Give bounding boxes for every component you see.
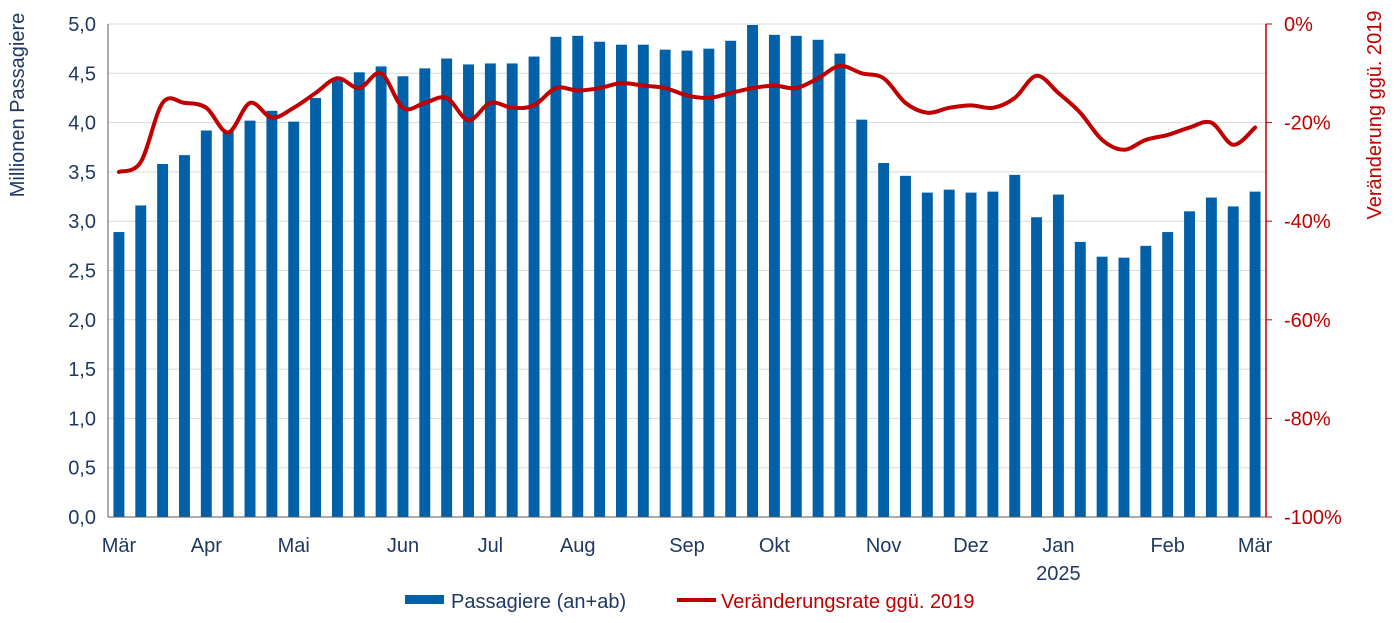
left-tick-label: 5,0: [68, 14, 96, 36]
x-axis-ticks: Mär Apr Mai Jun Jul Aug Sep Okt Nov Dez Jan Feb Mär 2…: [102, 535, 1273, 585]
bar: [441, 58, 453, 517]
bar: [1031, 217, 1043, 518]
legend-bar-swatch: [405, 595, 444, 604]
x-tick-label: Mai: [278, 535, 310, 557]
left-tick-label: 3,0: [68, 211, 96, 233]
left-tick-label: 0,5: [68, 458, 96, 480]
bar: [244, 120, 256, 518]
left-axis-ticks: 0,0 0,5 1,0 1,5 2,0 2,5 3,0 3,5 4,0 4,5 5,0: [68, 14, 96, 529]
bar: [375, 66, 387, 517]
left-tick-label: 2,0: [68, 310, 96, 332]
x-tick-label: Mär: [102, 535, 137, 557]
bar: [463, 64, 474, 518]
bar: [179, 155, 190, 517]
bar: [528, 56, 540, 518]
bar: [747, 24, 759, 518]
line-series: [116, 63, 1258, 174]
x-tick-label: Sep: [669, 535, 705, 557]
bar: [1184, 211, 1195, 517]
x-tick-label: Aug: [560, 535, 596, 557]
bar: [921, 192, 933, 517]
bar: [1118, 257, 1130, 517]
bar: [506, 63, 518, 517]
x-tick-label: Jul: [478, 535, 504, 557]
right-tick-label: -20%: [1284, 113, 1331, 135]
x-tick-label: Mär: [1238, 535, 1273, 557]
bar: [266, 110, 278, 517]
bar: [965, 192, 977, 517]
bar: [703, 48, 715, 518]
bar: [157, 164, 169, 517]
bar: [812, 39, 824, 517]
bar: [353, 72, 365, 518]
bar: [987, 191, 999, 517]
x-tick-label: Okt: [759, 535, 791, 557]
bar: [572, 35, 584, 517]
left-tick-label: 4,5: [68, 63, 96, 85]
right-tick-label: -80%: [1284, 408, 1331, 430]
left-tick-label: 1,5: [68, 359, 96, 381]
bar: [659, 49, 671, 518]
legend: Passagiere (an+ab) Veränderungsrate ggü.…: [405, 591, 975, 613]
line-path: [116, 63, 1258, 174]
bar-series: [113, 24, 1261, 518]
bar: [1249, 191, 1261, 517]
x-tick-label: Feb: [1150, 535, 1184, 557]
bar: [200, 130, 212, 517]
bar: [856, 119, 868, 517]
x-tick-label: Jun: [387, 535, 419, 557]
right-axis-ticks: -100% -80% -60% -40% -20% 0%: [1266, 14, 1342, 529]
bar: [1227, 206, 1239, 517]
bar: [943, 189, 955, 517]
left-tick-label: 2,5: [68, 261, 96, 283]
left-tick-label: 4,0: [68, 113, 96, 135]
x-year-label: 2025: [1036, 563, 1081, 585]
x-tick-label: Apr: [191, 535, 222, 557]
bar: [1074, 241, 1086, 517]
bar: [1009, 174, 1021, 517]
bar: [1162, 232, 1174, 517]
bar: [310, 97, 322, 517]
left-axis-title: Millionen Passagiere: [7, 13, 29, 198]
bar: [550, 36, 562, 518]
right-tick-label: -100%: [1284, 507, 1342, 529]
right-tick-label: -40%: [1284, 211, 1331, 233]
bar: [834, 53, 846, 518]
left-tick-label: 3,5: [68, 162, 96, 184]
bar: [1140, 245, 1152, 517]
x-tick-label: Dez: [953, 535, 989, 557]
bar: [1096, 256, 1108, 517]
bar: [113, 232, 125, 517]
legend-line-label: Veränderungsrate ggü. 2019: [721, 591, 975, 613]
bar: [681, 50, 693, 517]
left-tick-label: 0,0: [68, 507, 96, 529]
bar: [615, 44, 627, 518]
bar: [288, 121, 300, 517]
bar: [768, 34, 780, 517]
bar: [419, 68, 431, 518]
bar: [1052, 194, 1064, 517]
legend-bar-label: Passagiere (an+ab): [451, 591, 626, 613]
bar: [222, 131, 234, 517]
right-axis-title: Veränderung ggü. 2019: [1364, 10, 1386, 219]
bar: [135, 205, 147, 517]
bar: [397, 76, 409, 518]
bar: [790, 35, 802, 517]
bar: [331, 80, 343, 518]
right-tick-label: 0%: [1284, 14, 1313, 36]
left-tick-label: 1,0: [68, 408, 96, 430]
bar: [900, 175, 911, 517]
axes: [107, 24, 1267, 518]
bar: [1205, 197, 1217, 517]
bar: [725, 40, 737, 518]
x-tick-label: Jan: [1042, 535, 1074, 557]
bar: [637, 44, 649, 518]
x-tick-label: Nov: [866, 535, 902, 557]
right-tick-label: -60%: [1284, 310, 1331, 332]
bar: [594, 41, 606, 518]
bar: [484, 63, 496, 517]
bar: [878, 163, 890, 517]
